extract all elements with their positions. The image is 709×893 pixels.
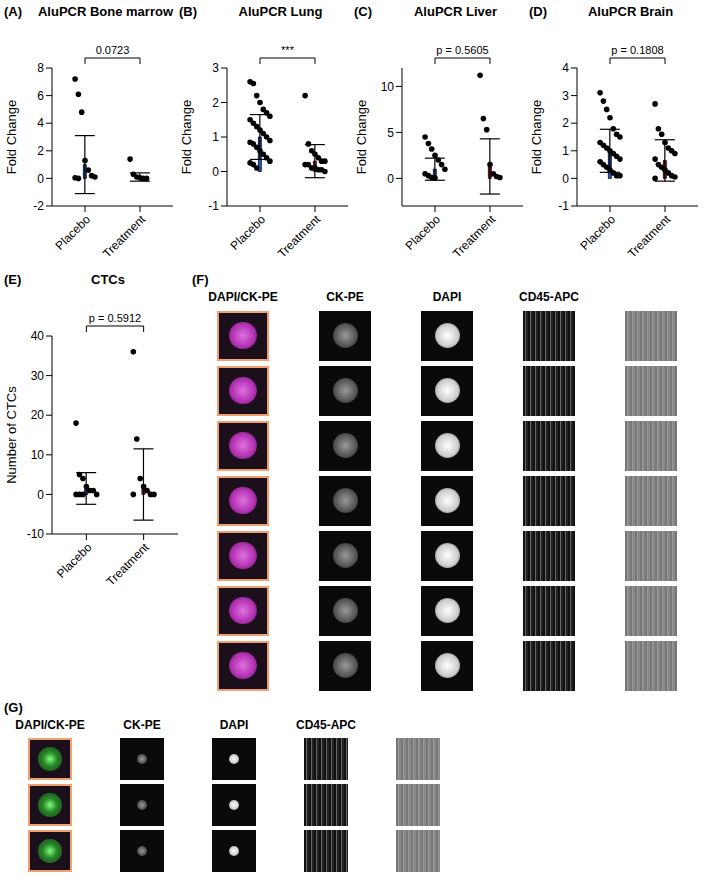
html-text:(B): (B) [179, 4, 197, 19]
svg-text:Number of CTCs: Number of CTCs [4, 386, 19, 484]
svg-text:-2: -2 [33, 199, 44, 213]
svg-text:p = 0.5912: p = 0.5912 [89, 312, 141, 324]
svg-text:Placebo: Placebo [228, 212, 269, 253]
html-text:DAPI/CK-PE: DAPI/CK-PE [15, 718, 85, 732]
svg-text:0: 0 [387, 172, 394, 186]
html-text:CD45-APC: CD45-APC [519, 290, 579, 304]
svg-text:20: 20 [31, 408, 45, 422]
svg-text:0: 0 [37, 172, 44, 186]
html-text:CK-PE: CK-PE [123, 718, 161, 732]
svg-text:Treatment: Treatment [104, 540, 153, 589]
svg-text:0.0723: 0.0723 [96, 44, 130, 56]
html-text:(E): (E) [4, 272, 22, 287]
svg-text:Treatment: Treatment [450, 212, 499, 261]
svg-text:4: 4 [37, 116, 44, 130]
html-text:(F): (F) [192, 272, 209, 287]
svg-text:6: 6 [37, 89, 44, 103]
svg-text:10: 10 [381, 80, 395, 94]
svg-text:2: 2 [212, 96, 219, 110]
svg-text:p = 0.5605: p = 0.5605 [436, 44, 488, 56]
svg-text:2: 2 [37, 144, 44, 158]
svg-text:-1: -1 [208, 199, 219, 213]
svg-text:1: 1 [562, 144, 569, 158]
html-text:(D): (D) [529, 4, 547, 19]
svg-text:Fold Change: Fold Change [529, 100, 544, 174]
svg-text:0: 0 [562, 172, 569, 186]
svg-text:10: 10 [31, 448, 45, 462]
svg-text:Placebo: Placebo [403, 212, 444, 253]
svg-text:8: 8 [37, 61, 44, 75]
svg-text:Treatment: Treatment [275, 212, 324, 261]
html-text:AluPCR Liver: AluPCR Liver [414, 4, 497, 19]
svg-text:Fold Change: Fold Change [354, 100, 369, 174]
svg-text:4: 4 [562, 61, 569, 75]
svg-text:-10: -10 [27, 527, 45, 541]
html-text:(C): (C) [354, 4, 372, 19]
svg-text:Fold Change: Fold Change [4, 100, 19, 174]
html-text:CK-PE: CK-PE [326, 290, 364, 304]
html-text:DAPI: DAPI [219, 718, 249, 732]
svg-text:0: 0 [37, 488, 44, 502]
html-text:(G): (G) [4, 700, 23, 715]
svg-text:Placebo: Placebo [54, 540, 95, 581]
html-text:CTCs: CTCs [91, 272, 125, 287]
html-text:AluPCR Brain: AluPCR Brain [587, 4, 674, 19]
svg-text:40: 40 [31, 329, 45, 343]
html-text:(A): (A) [4, 4, 22, 19]
svg-text:30: 30 [31, 369, 45, 383]
svg-text:-1: -1 [558, 199, 569, 213]
svg-text:Placebo: Placebo [53, 212, 94, 253]
html-text:CD45-APC: CD45-APC [296, 718, 356, 732]
html-text:AluPCR Lung: AluPCR Lung [238, 4, 323, 19]
html-text:DAPI/CK-PE: DAPI/CK-PE [208, 290, 278, 304]
svg-text:***: *** [281, 44, 295, 56]
svg-text:Treatment: Treatment [100, 212, 149, 261]
html-text:DAPI: DAPI [432, 290, 462, 304]
svg-text:3: 3 [562, 89, 569, 103]
svg-text:2: 2 [562, 116, 569, 130]
svg-text:3: 3 [212, 61, 219, 75]
svg-text:1: 1 [212, 130, 219, 144]
svg-text:5: 5 [387, 126, 394, 140]
svg-text:Fold Change: Fold Change [179, 100, 194, 174]
html-text:AluPCR Bone marrow: AluPCR Bone marrow [38, 4, 173, 19]
svg-text:Placebo: Placebo [578, 212, 619, 253]
svg-text:Treatment: Treatment [625, 212, 674, 261]
svg-text:0: 0 [212, 165, 219, 179]
svg-text:p = 0.1808: p = 0.1808 [611, 44, 663, 56]
